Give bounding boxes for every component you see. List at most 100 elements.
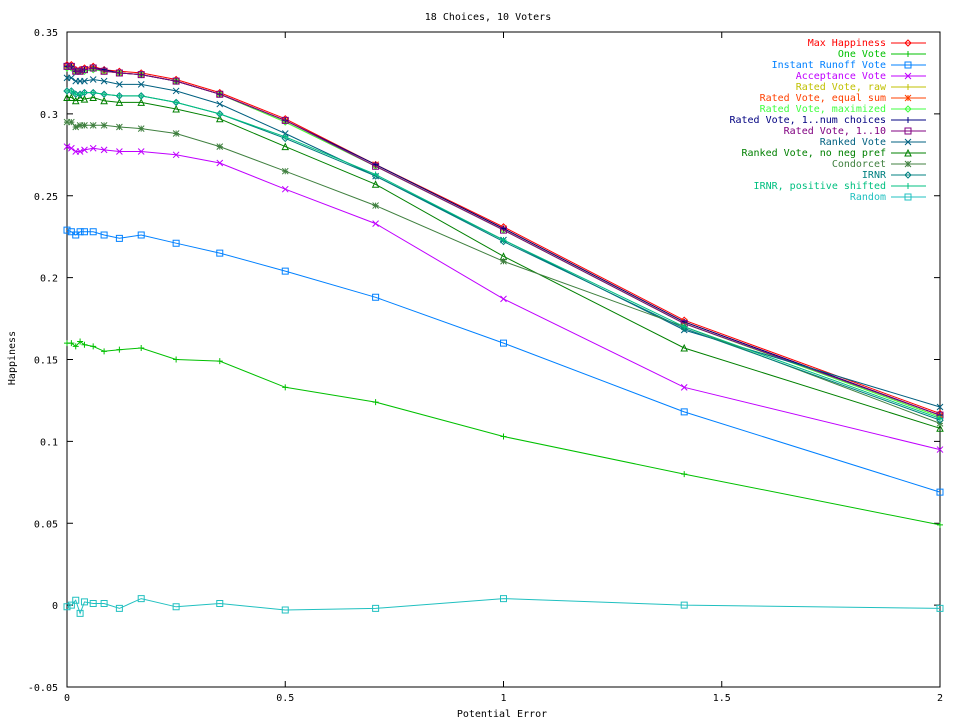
series-line — [67, 77, 941, 408]
y-tick-label: 0.2 — [40, 274, 58, 285]
data-point — [80, 66, 88, 74]
data-point — [115, 69, 123, 77]
data-point — [172, 603, 180, 611]
data-point — [67, 228, 75, 236]
data-point — [281, 185, 289, 193]
data-point — [173, 356, 180, 363]
data-point — [936, 488, 944, 496]
data-point — [282, 384, 289, 391]
data-point — [81, 77, 88, 85]
data-point — [137, 231, 145, 239]
data-point — [137, 148, 145, 155]
data-point — [680, 601, 688, 609]
data-point — [936, 403, 944, 411]
data-point — [90, 89, 97, 96]
data-point — [904, 61, 912, 69]
series-line — [66, 229, 941, 493]
data-point — [904, 105, 912, 113]
legend-label: Rated Vote, 1..10 — [784, 126, 886, 137]
data-point — [72, 123, 80, 131]
data-point — [500, 226, 507, 234]
y-tick-label: 0 — [52, 601, 58, 612]
legend-label: IRNR — [862, 170, 887, 181]
data-point — [63, 93, 71, 101]
data-point — [67, 62, 75, 70]
data-point — [72, 343, 79, 350]
legend-label: Instant Runoff Vote — [772, 60, 886, 71]
x-tick-label: 0 — [64, 693, 70, 704]
data-point — [76, 121, 84, 129]
data-point — [67, 93, 76, 101]
series-14 — [63, 595, 944, 617]
data-point — [500, 295, 507, 303]
legend-label: Rated Vote, 1..num choices — [729, 115, 886, 126]
data-point — [905, 117, 911, 123]
data-point — [282, 133, 289, 140]
series-line — [66, 146, 941, 451]
data-point — [115, 604, 123, 612]
data-point — [904, 138, 912, 146]
data-point — [936, 604, 944, 612]
data-point — [904, 127, 912, 135]
series-line — [67, 65, 941, 416]
data-point — [216, 100, 224, 108]
data-point — [100, 96, 108, 105]
data-point — [100, 121, 108, 129]
data-point — [68, 118, 75, 126]
data-point — [905, 84, 911, 90]
data-point — [116, 123, 123, 131]
data-point — [372, 202, 379, 209]
data-point — [215, 114, 224, 123]
series-2 — [63, 226, 944, 496]
x-tick-label: 0.5 — [276, 693, 294, 704]
legend-label: Rated Vote, raw — [796, 82, 887, 93]
data-point — [680, 383, 688, 391]
data-point — [281, 116, 289, 124]
data-point — [905, 51, 911, 57]
legend-label: One Vote — [838, 49, 886, 60]
data-point — [680, 408, 688, 416]
data-point — [115, 234, 123, 242]
data-point — [681, 471, 688, 478]
y-tick-label: 0.05 — [34, 519, 58, 530]
data-point — [904, 160, 912, 168]
data-point — [100, 77, 108, 85]
data-point — [81, 146, 88, 154]
legend-label: Ranked Vote, no neg pref — [742, 148, 887, 159]
legend-label: Condorcet — [832, 159, 886, 170]
data-point — [63, 118, 71, 126]
data-point — [76, 609, 84, 617]
data-point — [936, 416, 944, 424]
data-point — [138, 92, 145, 99]
data-point — [500, 595, 507, 603]
data-point — [680, 343, 689, 352]
data-point — [101, 348, 108, 355]
data-point — [904, 171, 912, 179]
data-point — [89, 228, 97, 236]
data-point — [372, 604, 380, 612]
data-point — [137, 81, 145, 88]
data-point — [63, 143, 71, 150]
data-point — [371, 180, 380, 188]
data-point — [68, 340, 75, 347]
data-point — [81, 89, 88, 96]
data-point — [281, 267, 289, 275]
data-point — [216, 110, 223, 117]
series-line — [67, 340, 941, 526]
data-point — [100, 146, 108, 154]
data-point — [216, 159, 224, 167]
data-point — [90, 343, 97, 350]
data-point — [936, 446, 944, 453]
data-point — [681, 323, 688, 330]
series-10 — [63, 93, 944, 432]
y-tick-label: 0.15 — [34, 356, 58, 367]
data-point — [137, 98, 146, 106]
data-point — [76, 93, 84, 101]
data-point — [68, 144, 75, 152]
data-point — [904, 148, 912, 157]
data-point — [89, 599, 97, 607]
y-tick-label: 0.3 — [40, 110, 58, 121]
data-point — [281, 167, 289, 175]
data-point — [81, 121, 88, 129]
data-point — [500, 433, 507, 440]
